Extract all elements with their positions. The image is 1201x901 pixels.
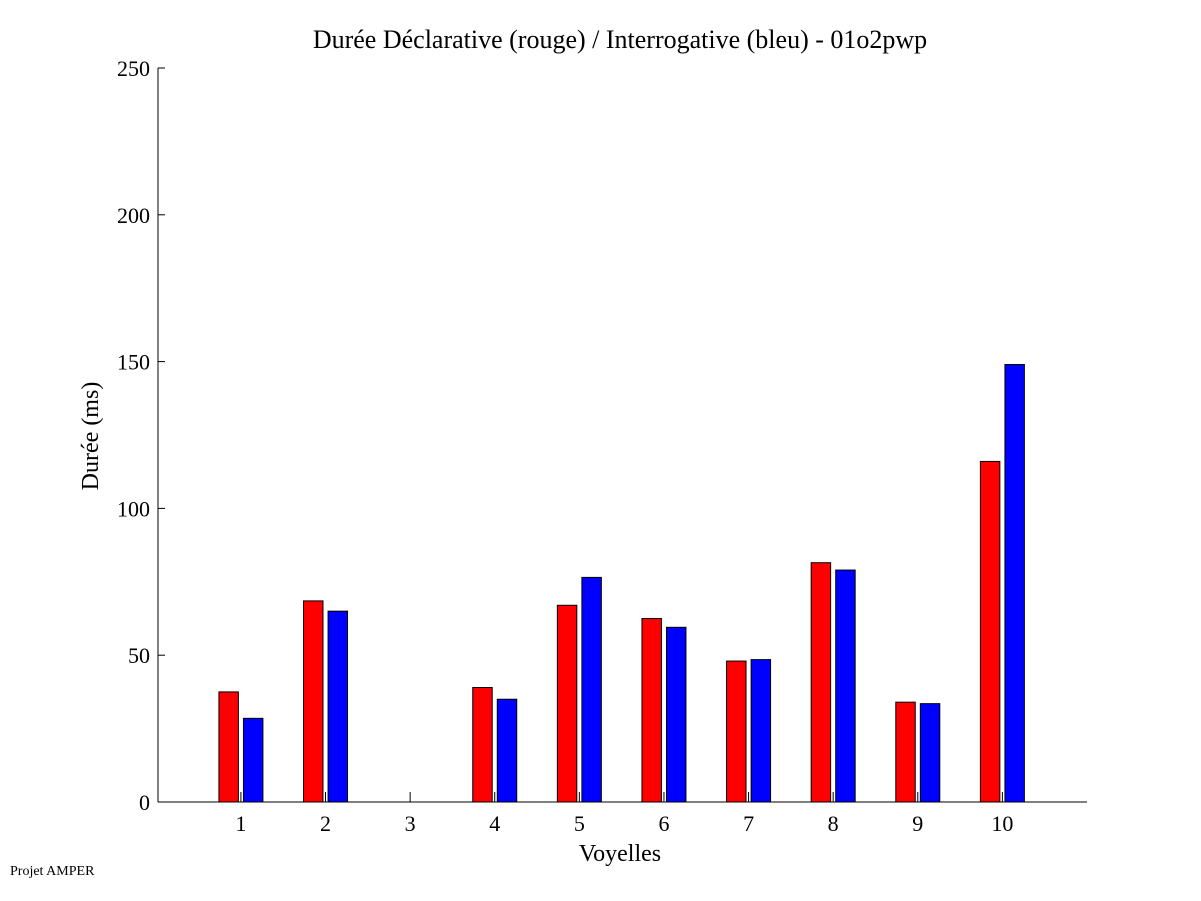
bar-interrogative-2	[327, 610, 349, 803]
bar-interrogative-6	[665, 626, 687, 803]
x-tick-label: 10	[991, 811, 1013, 836]
y-tick-label: 50	[128, 643, 150, 668]
bar-interrogative-9	[919, 703, 941, 803]
x-tick-label: 7	[743, 811, 754, 836]
bar-declarative-5	[556, 604, 578, 803]
chart-title: Durée Déclarative (rouge) / Interrogativ…	[313, 25, 927, 54]
y-axis: 0 50 100 150 200 250	[117, 56, 165, 815]
y-tick-label: 150	[117, 350, 150, 375]
bar-declarative-1	[218, 691, 239, 803]
bar-interrogative-1	[242, 717, 264, 803]
y-tick-label: 200	[117, 203, 150, 228]
bar-declarative-8	[810, 562, 832, 803]
bars	[218, 364, 1025, 803]
x-tick-label: 6	[658, 811, 669, 836]
bar-declarative-4	[472, 686, 493, 803]
bar-interrogative-7	[750, 659, 772, 803]
bar-declarative-6	[641, 618, 662, 803]
y-tick-label: 100	[117, 496, 150, 521]
bar-declarative-2	[303, 600, 324, 803]
y-tick-label: 250	[117, 56, 150, 81]
x-tick-label: 9	[912, 811, 923, 836]
bar-interrogative-10	[1004, 364, 1025, 803]
x-tick-label: 5	[574, 811, 585, 836]
x-tick-label: 4	[489, 811, 500, 836]
x-tick-label: 8	[828, 811, 839, 836]
x-tick-label: 2	[320, 811, 331, 836]
bar-interrogative-4	[496, 698, 518, 803]
x-tick-label: 3	[405, 811, 416, 836]
bar-interrogative-8	[835, 569, 856, 803]
x-axis: 1 2 3 4 5 6 7 8 9 10	[158, 792, 1087, 836]
x-tick-label: 1	[235, 811, 246, 836]
x-axis-label: Voyelles	[579, 841, 661, 867]
y-axis-label: Durée (ms)	[78, 382, 104, 491]
bar-declarative-10	[979, 460, 1001, 803]
y-tick-label: 0	[139, 790, 150, 815]
bar-declarative-9	[895, 701, 916, 803]
bar-declarative-7	[726, 660, 747, 803]
credit-note: Projet AMPER	[10, 864, 95, 879]
bar-interrogative-5	[581, 576, 602, 803]
